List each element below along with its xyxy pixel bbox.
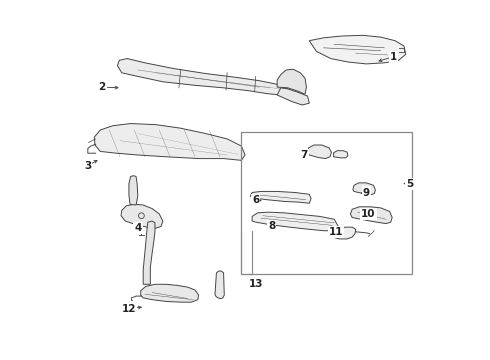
Polygon shape [215, 271, 224, 298]
Polygon shape [350, 207, 392, 224]
Polygon shape [252, 212, 338, 231]
Polygon shape [141, 284, 198, 302]
Text: 2: 2 [98, 82, 106, 92]
Polygon shape [143, 221, 155, 284]
Polygon shape [308, 145, 331, 158]
Polygon shape [277, 69, 306, 94]
Text: 10: 10 [361, 209, 375, 219]
Text: 9: 9 [363, 188, 370, 198]
Text: 11: 11 [329, 227, 343, 237]
Polygon shape [309, 35, 406, 64]
Polygon shape [121, 204, 163, 228]
Text: 1: 1 [390, 52, 397, 62]
Polygon shape [250, 192, 311, 203]
Text: 3: 3 [84, 161, 92, 171]
Polygon shape [334, 151, 348, 158]
Polygon shape [353, 183, 375, 195]
Text: 5: 5 [406, 179, 413, 189]
Polygon shape [118, 59, 288, 95]
Text: 12: 12 [122, 303, 136, 314]
Polygon shape [277, 88, 309, 105]
Text: 13: 13 [248, 279, 263, 289]
Text: 6: 6 [252, 195, 259, 204]
Polygon shape [129, 176, 138, 205]
Text: 7: 7 [300, 150, 308, 160]
Polygon shape [333, 227, 356, 239]
Text: 8: 8 [268, 221, 275, 231]
Polygon shape [94, 123, 245, 160]
Text: 4: 4 [134, 223, 142, 233]
Bar [242, 132, 412, 274]
